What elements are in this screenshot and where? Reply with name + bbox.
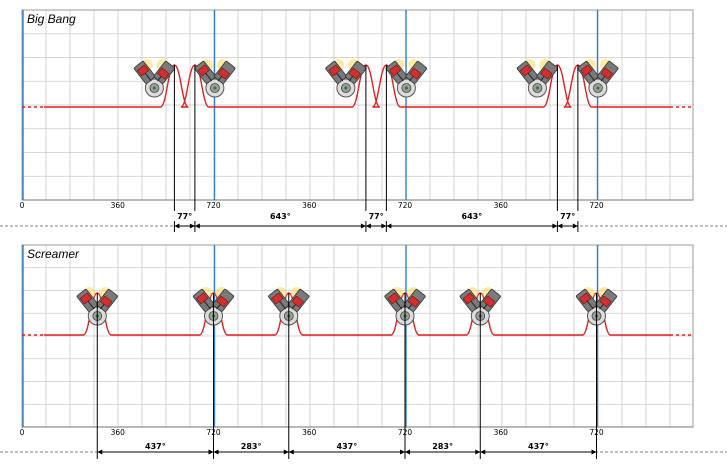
big-bang-panel: Big Bang 0 360 720 360 720 360 720 77° 643° 77° 643… bbox=[0, 9, 727, 232]
big-bang-grid bbox=[21, 9, 693, 201]
screamer-tick-label: 0 bbox=[20, 428, 25, 437]
screamer-interval: 437° bbox=[288, 441, 405, 455]
v-twin-engine-icon bbox=[268, 287, 310, 326]
big-bang-tick-label: 360 bbox=[302, 201, 317, 210]
big-bang-interval: 77° bbox=[554, 211, 581, 229]
big-bang-interval-label: 643° bbox=[270, 212, 291, 221]
big-bang-interval-label: 643° bbox=[462, 212, 483, 221]
screamer-interval-label: 283° bbox=[432, 442, 453, 451]
big-bang-interval: 643° bbox=[386, 211, 558, 229]
big-bang-tick-label: 0 bbox=[20, 201, 25, 210]
screamer-interval: 283° bbox=[405, 441, 481, 455]
v-twin-engine-icon bbox=[577, 59, 619, 98]
big-bang-tick-label: 720 bbox=[589, 201, 604, 210]
big-bang-tick-label: 360 bbox=[111, 201, 126, 210]
v-twin-engine-icon bbox=[192, 287, 235, 326]
big-bang-interval-label: 77° bbox=[560, 212, 575, 221]
big-bang-interval: 77° bbox=[171, 211, 198, 229]
v-twin-engine-icon bbox=[325, 59, 367, 98]
big-bang-tick-label: 720 bbox=[206, 201, 221, 210]
big-bang-ignition-trace bbox=[44, 64, 670, 108]
screamer-interval-label: 437° bbox=[145, 442, 166, 451]
screamer-interval: 283° bbox=[213, 441, 289, 455]
v-twin-engine-icon bbox=[385, 59, 427, 98]
screamer-tick-label: 360 bbox=[302, 428, 317, 437]
screamer-interval-label: 437° bbox=[528, 442, 549, 451]
screamer-title: Screamer bbox=[27, 247, 80, 261]
screamer-tick-label: 360 bbox=[494, 428, 509, 437]
big-bang-title: Big Bang bbox=[27, 12, 76, 26]
screamer-interval: 437° bbox=[97, 441, 214, 455]
screamer-interval-label: 283° bbox=[241, 442, 262, 451]
screamer-interval: 437° bbox=[480, 441, 597, 455]
v-twin-engine-icon bbox=[194, 59, 236, 98]
big-bang-interval: 643° bbox=[194, 211, 366, 229]
screamer-interval-label: 437° bbox=[337, 442, 358, 451]
screamer-grid bbox=[21, 244, 693, 428]
big-bang-interval-label: 77° bbox=[369, 212, 384, 221]
v-twin-engine-icon bbox=[133, 59, 175, 98]
big-bang-tick-label: 360 bbox=[494, 201, 509, 210]
screamer-ignition-trace bbox=[44, 292, 670, 336]
screamer-tick-label: 360 bbox=[111, 428, 126, 437]
big-bang-interval: 77° bbox=[363, 211, 390, 229]
v-twin-engine-icon bbox=[516, 59, 558, 98]
big-bang-interval-label: 77° bbox=[177, 212, 192, 221]
big-bang-tick-label: 720 bbox=[398, 201, 413, 210]
